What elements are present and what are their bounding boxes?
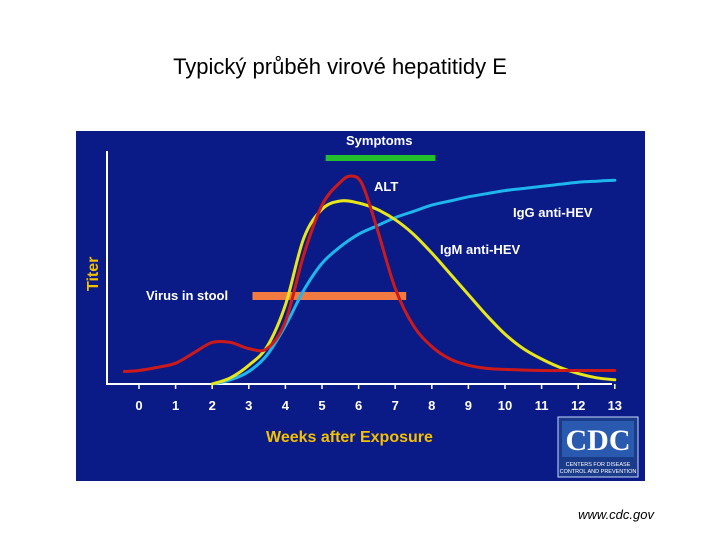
cdc-logo-subtitle-2: CONTROL AND PREVENTION: [560, 469, 637, 475]
source-credit: www.cdc.gov: [578, 507, 654, 522]
interval-bars: [252, 155, 436, 300]
x-tick-label: 1: [172, 398, 179, 413]
bar-virus-in-stool: [252, 292, 407, 300]
x-tick-label: 11: [535, 398, 549, 413]
series-lines: [122, 174, 617, 386]
bar-label-symptoms: Symptoms: [346, 133, 412, 148]
x-tick-label: 9: [465, 398, 472, 413]
x-tick-label: 4: [282, 398, 290, 413]
bar-label-virus-in-stool: Virus in stool: [146, 288, 228, 303]
cdc-logo-panel: [562, 421, 634, 457]
cdc-logo-text: CDC: [566, 424, 631, 457]
x-tick-label: 10: [498, 398, 512, 413]
x-tick-label: 2: [209, 398, 216, 413]
x-tick-labels: 0 1 2 3 4 5 6 7 8 9 10 11 12 13: [135, 398, 622, 413]
x-tick-label: 13: [608, 398, 622, 413]
x-axis-label: Weeks after Exposure: [266, 429, 433, 446]
x-tick-label: 3: [245, 398, 252, 413]
series-label-igg-anti-hev: IgG anti-HEV: [513, 205, 593, 220]
x-tick-label: 12: [571, 398, 585, 413]
y-axis-label: Titer: [85, 257, 102, 291]
x-tick-label: 7: [392, 398, 399, 413]
series-line-igm-anti-hev: [210, 199, 617, 386]
x-tick-label: 6: [355, 398, 362, 413]
x-tick-label: 0: [135, 398, 142, 413]
chart-axes: [106, 151, 616, 389]
slide-title: Typický průběh virové hepatitidy E: [173, 54, 507, 79]
x-tick-label: 5: [318, 398, 325, 413]
series-line-alt: [122, 174, 617, 373]
bar-symptoms: [325, 155, 436, 161]
x-tick-label: 8: [428, 398, 435, 413]
cdc-logo-subtitle-1: CENTERS FOR DISEASE: [566, 462, 631, 468]
series-label-igm-anti-hev: IgM anti-HEV: [440, 242, 520, 257]
chart-figure: 0 1 2 3 4 5 6 7 8 9 10 11 12 13 Symptoms Virus in stoo…: [76, 131, 645, 481]
cdc-logo: CDC CENTERS FOR DISEASE CONTROL AND PREV…: [557, 416, 639, 478]
series-labels: Symptoms Virus in stool ALT IgM anti-HEV IgG…: [146, 133, 593, 303]
series-label-alt: ALT: [374, 179, 398, 194]
